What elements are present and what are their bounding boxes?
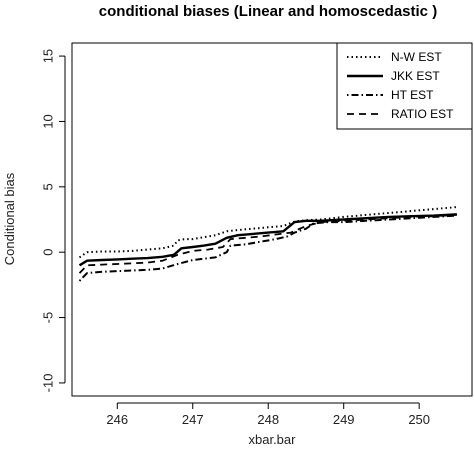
y-tick-label: -10 <box>40 374 55 393</box>
x-tick-label: 249 <box>333 412 355 427</box>
x-tick-label: 246 <box>106 412 128 427</box>
series-jkk-est <box>78 213 457 267</box>
y-tick-label: 5 <box>40 183 55 190</box>
x-tick-label: 247 <box>182 412 204 427</box>
series-layer <box>78 206 457 282</box>
x-axis: 246 247 248 249 250 <box>106 402 430 427</box>
legend-label: RATIO EST <box>391 107 454 121</box>
plot-frame <box>71 42 473 397</box>
legend-label: N-W EST <box>391 50 442 64</box>
y-tick-label: 15 <box>40 49 55 63</box>
y-tick-label: -5 <box>40 312 55 324</box>
y-axis: -10 -5 0 5 10 15 <box>40 49 66 393</box>
legend-label: HT EST <box>391 88 434 102</box>
series-line <box>78 213 457 267</box>
y-tick-label: 10 <box>40 114 55 128</box>
x-axis-label: xbar.bar <box>249 432 297 447</box>
series-ht-est <box>78 214 457 282</box>
y-axis-label: Conditional bias <box>2 172 17 265</box>
chart-title: conditional biases (Linear and homosceda… <box>99 3 437 20</box>
series-line <box>78 214 457 274</box>
series-ratio-est <box>78 214 457 274</box>
legend-label: JKK EST <box>391 69 440 83</box>
x-tick-label: 248 <box>257 412 279 427</box>
x-tick-label: 250 <box>408 412 430 427</box>
series-line <box>78 214 457 282</box>
legend: N-W EST JKK EST HT EST RATIO EST <box>336 42 473 130</box>
y-tick-label: 0 <box>40 249 55 256</box>
